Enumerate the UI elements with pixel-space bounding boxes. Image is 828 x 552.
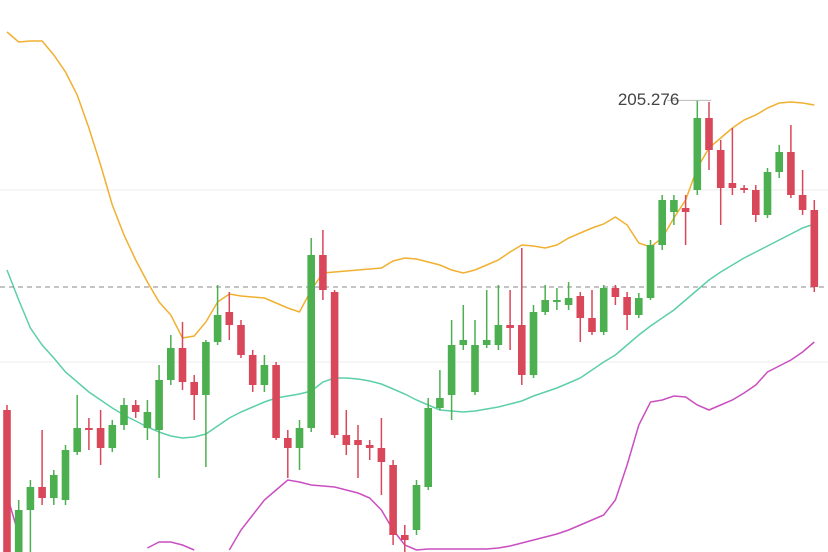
candle-body bbox=[471, 345, 479, 392]
candle-body bbox=[798, 195, 807, 210]
candle-body bbox=[365, 445, 374, 448]
candle-body bbox=[330, 292, 339, 435]
candle-body bbox=[518, 325, 526, 375]
candle-body bbox=[50, 475, 58, 498]
candle-body bbox=[670, 200, 678, 212]
candle-body bbox=[740, 188, 748, 190]
candle-body bbox=[3, 410, 11, 552]
candle-body bbox=[775, 152, 783, 172]
candle-body bbox=[354, 440, 362, 445]
candle-body bbox=[506, 325, 514, 328]
candle-body bbox=[693, 118, 702, 190]
candle-body bbox=[178, 348, 187, 382]
candle-body bbox=[459, 340, 468, 345]
candle-body bbox=[787, 152, 795, 195]
candle-body bbox=[529, 312, 538, 375]
candle-body bbox=[424, 408, 432, 487]
candle-body bbox=[599, 288, 608, 332]
candle-body bbox=[412, 485, 421, 530]
candle-body bbox=[108, 425, 117, 448]
candle-body bbox=[38, 487, 46, 498]
candle-body bbox=[681, 208, 690, 212]
candle-body bbox=[307, 255, 315, 428]
candle-body bbox=[377, 448, 386, 462]
candle-body bbox=[120, 405, 128, 425]
plot-area: 205.276 bbox=[0, 31, 828, 552]
candle-body bbox=[658, 200, 666, 245]
candle-body bbox=[752, 190, 760, 215]
candle-body bbox=[576, 296, 585, 318]
candle-body bbox=[635, 298, 643, 315]
candle-body bbox=[295, 428, 304, 448]
candle-body bbox=[190, 382, 198, 395]
candle-body bbox=[225, 312, 234, 325]
candle-body bbox=[260, 365, 269, 385]
candle-body bbox=[202, 342, 210, 395]
candle-body bbox=[342, 435, 351, 445]
candle-body bbox=[716, 150, 725, 188]
candle-body bbox=[143, 412, 152, 428]
candle-body bbox=[623, 297, 631, 315]
candle-body bbox=[810, 210, 819, 287]
candle-body bbox=[763, 172, 772, 215]
candle-body bbox=[494, 325, 503, 345]
candle-body bbox=[564, 298, 573, 305]
candle-body bbox=[611, 288, 620, 297]
candle-body bbox=[248, 355, 257, 385]
band-line bbox=[6, 341, 815, 551]
candle-body bbox=[541, 300, 549, 312]
max-price-label: 205.276 bbox=[618, 90, 679, 109]
candle-body bbox=[728, 183, 737, 188]
candle-body bbox=[85, 428, 93, 430]
candle-body bbox=[401, 535, 409, 540]
candle-body bbox=[482, 340, 491, 345]
candle-body bbox=[237, 325, 245, 355]
band-line bbox=[6, 223, 815, 439]
candle-body bbox=[155, 380, 163, 430]
candle-body bbox=[14, 510, 23, 552]
candle-body bbox=[705, 118, 713, 150]
candle-body bbox=[272, 365, 280, 438]
candle-body bbox=[167, 348, 175, 380]
candle-body bbox=[73, 428, 81, 452]
band-line bbox=[6, 31, 815, 339]
candle-body bbox=[319, 255, 327, 290]
candle-body bbox=[553, 300, 561, 302]
candle-body bbox=[646, 245, 655, 298]
candle-body bbox=[131, 405, 140, 412]
candle-body bbox=[213, 315, 222, 342]
candle-body bbox=[447, 345, 456, 395]
candle-body bbox=[96, 428, 105, 448]
candle-body bbox=[436, 398, 444, 408]
candle-body bbox=[389, 465, 397, 535]
candle-body bbox=[61, 450, 70, 500]
candle-body bbox=[588, 318, 596, 332]
candle-body bbox=[284, 438, 292, 448]
candle-body bbox=[26, 487, 35, 510]
